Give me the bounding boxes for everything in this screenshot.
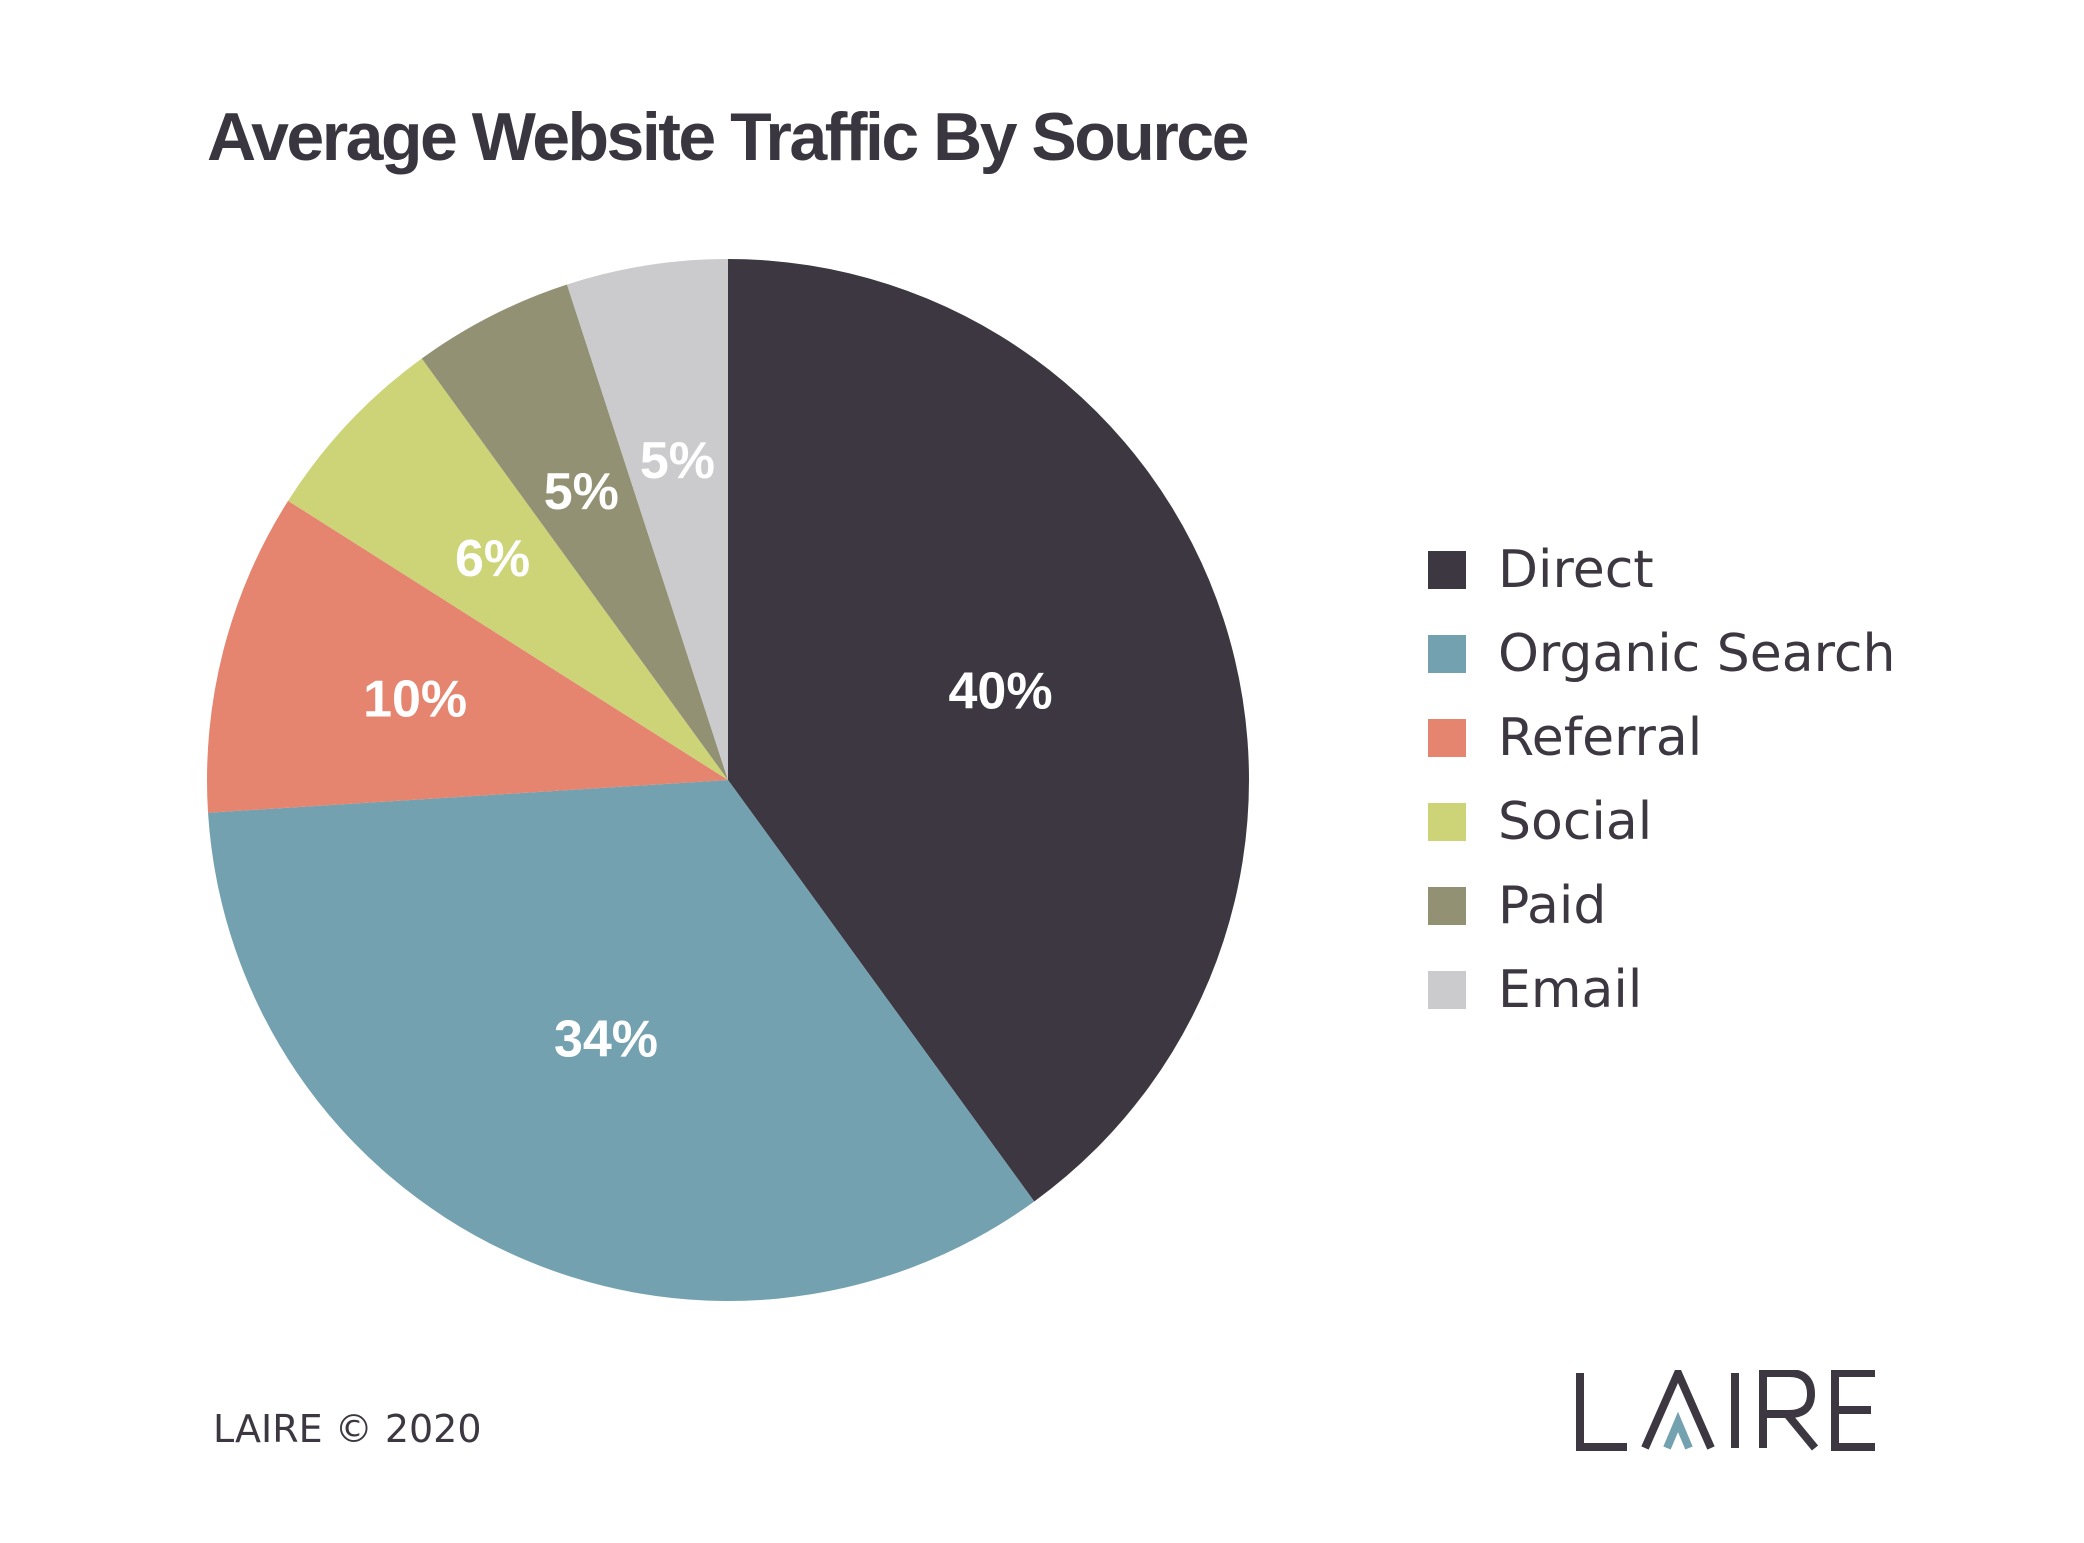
legend-item-direct: Direct xyxy=(1428,528,1895,612)
laire-logo xyxy=(1576,1370,1875,1451)
pie-label-referral: 10% xyxy=(363,671,467,729)
pie-label-direct: 40% xyxy=(948,662,1052,720)
legend-swatch-email xyxy=(1428,971,1466,1009)
logo-letter-r xyxy=(1759,1370,1819,1451)
pie-slice-email xyxy=(567,259,728,780)
legend: Direct Organic Search Referral Social Pa… xyxy=(1428,528,1895,1032)
legend-label-paid: Paid xyxy=(1498,876,1607,936)
legend-swatch-social xyxy=(1428,803,1466,841)
pie-slice-organic-search xyxy=(208,780,1035,1301)
legend-swatch-direct xyxy=(1428,551,1466,589)
legend-swatch-paid xyxy=(1428,887,1466,925)
pie-slice-social xyxy=(288,358,728,780)
pie-label-organic-search: 34% xyxy=(554,1010,658,1068)
pie-label-paid: 5% xyxy=(544,463,619,521)
legend-label-direct: Direct xyxy=(1498,540,1654,600)
legend-item-referral: Referral xyxy=(1428,696,1895,780)
logo-letter-a-inner xyxy=(1663,1411,1693,1450)
pie-label-email: 5% xyxy=(640,432,715,490)
legend-label-email: Email xyxy=(1498,960,1643,1020)
pie-slice-referral xyxy=(207,500,729,813)
legend-item-social: Social xyxy=(1428,780,1895,864)
logo-letter-l xyxy=(1576,1373,1627,1451)
logo-letter-a xyxy=(1641,1370,1715,1450)
pie-slice-labels: 40%34%10%6%5%5% xyxy=(363,432,1052,1068)
pie-chart: 40%34%10%6%5%5% xyxy=(207,259,1249,1301)
legend-item-organic-search: Organic Search xyxy=(1428,612,1895,696)
pie-label-social: 6% xyxy=(455,530,530,588)
legend-label-social: Social xyxy=(1498,792,1653,852)
pie-slices xyxy=(207,259,1249,1301)
pie-slice-direct xyxy=(728,259,1249,1202)
legend-swatch-organic-search xyxy=(1428,635,1466,673)
legend-swatch-referral xyxy=(1428,719,1466,757)
copyright-notice: LAIRE © 2020 xyxy=(213,1407,482,1451)
legend-item-email: Email xyxy=(1428,948,1895,1032)
legend-label-referral: Referral xyxy=(1498,708,1703,768)
pie-slice-paid xyxy=(421,284,728,780)
legend-item-paid: Paid xyxy=(1428,864,1895,948)
chart-title: Average Website Traffic By Source xyxy=(207,99,1249,175)
logo-letter-e xyxy=(1831,1370,1875,1451)
legend-label-organic-search: Organic Search xyxy=(1498,624,1896,684)
